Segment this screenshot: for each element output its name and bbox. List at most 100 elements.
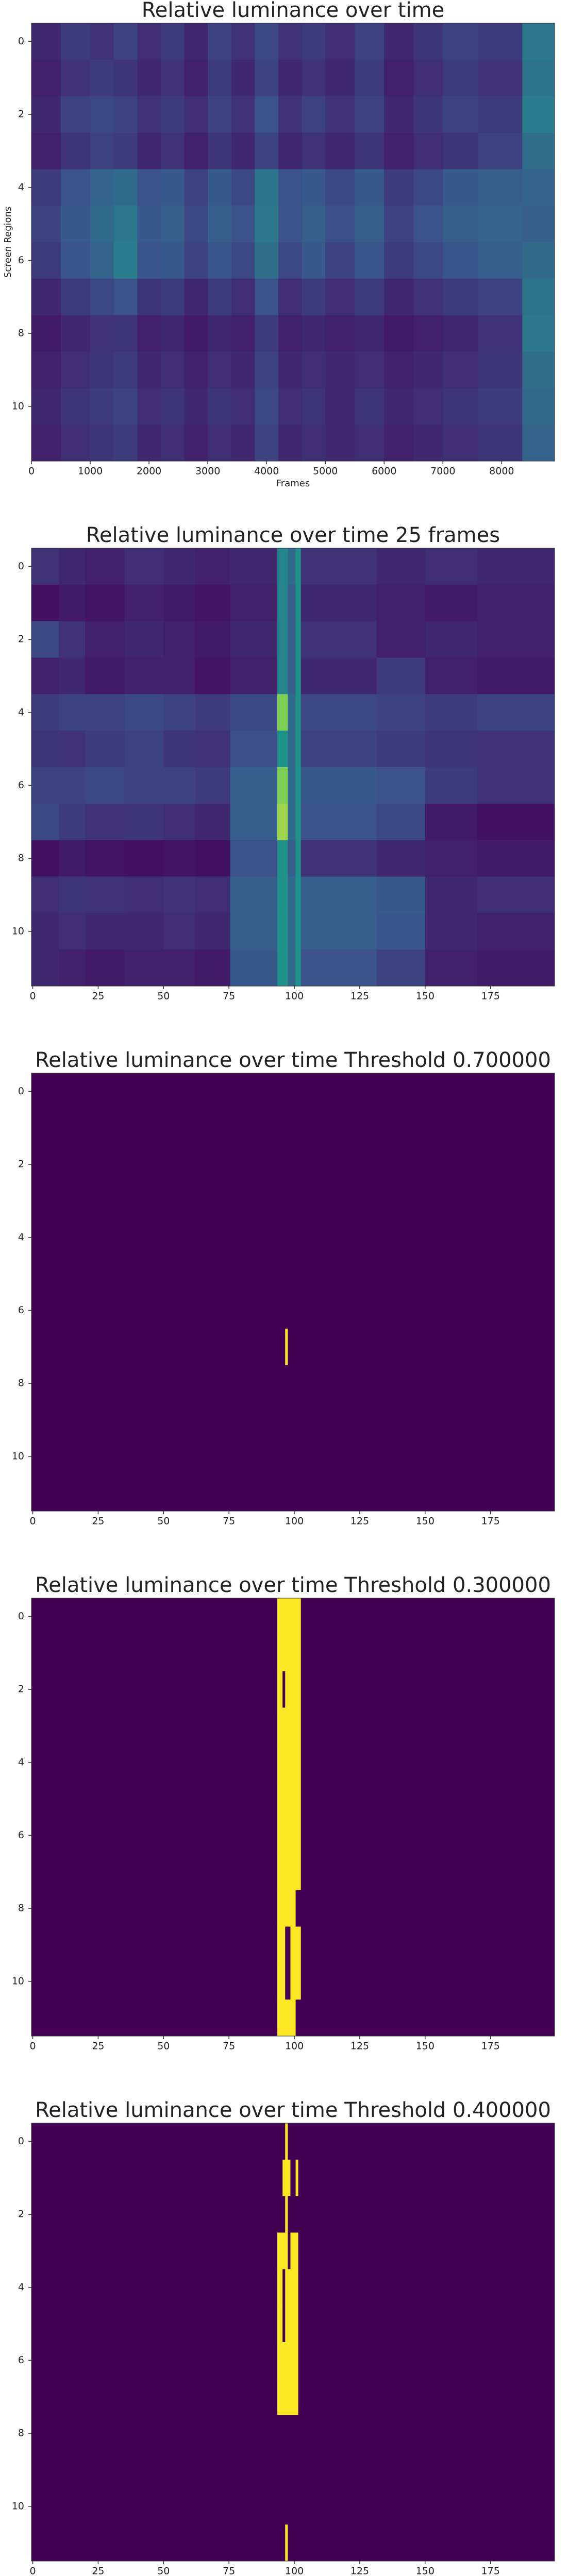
heatmap-cell [300,2196,555,2233]
heatmap-cell [90,206,114,243]
y-tick-label: 2 [18,634,24,645]
heatmap-cell [285,2159,288,2197]
heatmap-cell [384,23,414,60]
heatmap-cell [137,206,161,243]
heatmap-cell [290,1853,296,1891]
y-tick-label: 2 [18,1159,24,1170]
heatmap-cell [31,242,61,279]
heatmap-cell [413,351,443,388]
heatmap-cell [522,59,555,97]
heatmap-cell [184,425,208,462]
heatmap-cell [85,840,125,877]
heatmap-cell [302,242,326,279]
heatmap-cell [208,425,232,462]
heatmap-cell [208,242,232,279]
heatmap-cell [290,2451,296,2488]
heatmap-cell [163,584,195,622]
heatmap-cell [113,425,138,462]
heatmap-cell [477,621,555,658]
heatmap-cell [137,425,161,462]
heatmap-cell [300,694,377,731]
heatmap-cell [288,2159,291,2197]
heatmap-cell [31,2159,278,2197]
heatmap-cell [295,2342,299,2379]
heatmap-cell [277,1598,280,1635]
y-tick-label: 2 [18,2209,24,2220]
chart-title: Relative luminance over time Threshold 0… [35,1048,551,1072]
heatmap-cell [288,2488,291,2525]
heatmap-cell [288,1475,555,1512]
heatmap-cell [31,2196,278,2233]
heatmap-cell [277,584,288,622]
heatmap-cell [384,388,414,425]
heatmap-cell [325,278,355,316]
heatmap-cell [90,351,114,388]
heatmap-cell [61,132,91,170]
heatmap-cell [285,1999,288,2037]
y-tick-label: 8 [18,1378,24,1389]
heatmap-cell [255,388,279,425]
heatmap-cell [290,1634,296,1672]
heatmap-cell [230,876,278,913]
heatmap-cell [124,731,164,768]
heatmap-cell [160,278,185,316]
heatmap-cell [376,657,426,694]
heatmap-cell [163,548,195,585]
heatmap-cell [31,913,59,950]
heatmap-cell [295,1744,302,1781]
heatmap-cell [31,1475,286,1512]
x-tick-label: 75 [223,991,235,1002]
heatmap-cell [61,206,91,243]
heatmap-cell [61,242,91,279]
heatmap-cell [288,1219,555,1256]
heatmap-cell [277,2451,280,2488]
heatmap-cell [443,388,479,425]
heatmap-cell [280,1963,283,2000]
x-tick-label: 175 [481,991,500,1002]
heatmap-cell [300,2415,555,2452]
heatmap-cell [278,315,303,352]
heatmap-cell [300,803,377,841]
heatmap-cell [59,657,86,694]
heatmap-cell [295,840,302,877]
heatmap-cell [290,1926,296,1963]
heatmap-cell [277,548,288,585]
heatmap-cell [85,694,125,731]
heatmap-cell [295,2123,299,2160]
y-tick-label: 0 [18,561,24,572]
heatmap-cell [285,2378,288,2416]
heatmap-cell [277,1963,280,2000]
heatmap-cell [31,1926,278,1963]
heatmap-cell [282,1817,286,1854]
heatmap-cell [522,278,555,316]
heatmap-cell [285,2488,288,2525]
heatmap-cell [137,278,161,316]
heatmap-cell [31,1890,278,1927]
y-tick-label: 10 [12,925,24,937]
heatmap-cell [285,1438,288,1475]
heatmap-cell [355,278,385,316]
heatmap-cell [384,206,414,243]
x-tick-label: 3000 [195,466,220,477]
heatmap-cell [31,803,59,841]
heatmap-cell [425,694,478,731]
heatmap-cell [280,2269,283,2306]
heatmap-cell [231,278,255,316]
heatmap-cell [413,278,443,316]
heatmap-cell [163,621,195,658]
heatmap-cell [413,242,443,279]
heatmap-cell [59,694,86,731]
heatmap-cell [413,169,443,206]
x-tick-label: 0 [29,991,36,1002]
x-tick-label: 125 [350,991,369,1002]
heatmap-cell [300,1999,555,2037]
heatmap-cell [300,767,377,804]
heatmap-cell [478,132,523,170]
heatmap-cell [298,2306,302,2343]
heatmap-cell [160,23,185,60]
heatmap-cell [31,278,61,316]
heatmap-cell [59,767,86,804]
heatmap-cell [278,169,303,206]
heatmap-cell [31,1963,278,2000]
